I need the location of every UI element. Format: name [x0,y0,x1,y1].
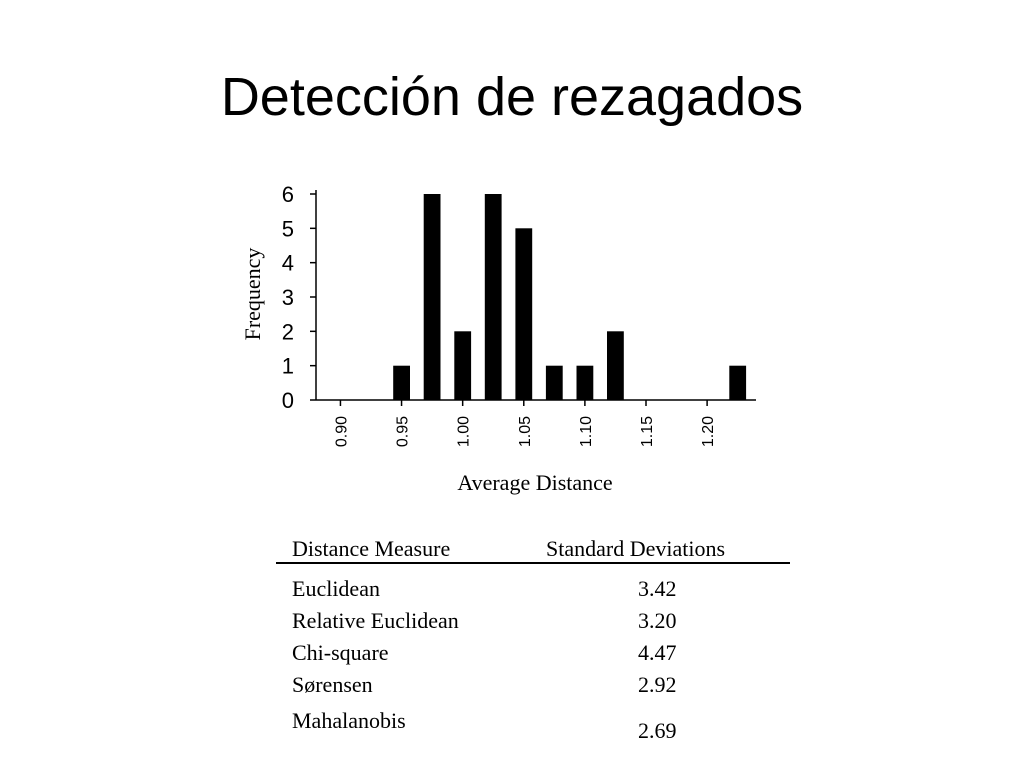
y-tick-label: 2 [282,319,294,344]
x-tick-label: 0.95 [395,416,412,447]
x-tick-label: 1.05 [517,416,534,447]
table-row: Euclidean 3.42 [276,576,790,608]
row-value: 2.69 [638,718,677,743]
histogram-bar [729,365,747,400]
row-value: 4.47 [638,640,677,665]
histogram-bar [607,331,624,400]
histogram-bar [515,228,533,400]
row-value: 3.20 [638,608,677,633]
y-tick-label: 1 [282,354,294,379]
x-ticks-group: 0.90 0.95 1.00 1.05 1.10 1.15 1.20 [333,400,717,447]
histogram-bar [393,365,410,400]
histogram-bar [576,365,594,400]
x-axis-label: Average Distance [457,470,612,495]
header-rule [276,562,790,564]
histogram-bar [545,365,563,400]
histogram-bar [484,194,502,400]
row-measure: Euclidean [292,576,380,601]
row-measure: Sørensen [292,672,373,697]
table-row: Mahalanobis 2.69 [276,708,790,743]
row-value: 2.92 [638,672,677,697]
slide-title: Detección de rezagados [220,67,804,127]
y-axis-label: Frequency [240,248,265,341]
row-measure: Chi-square [292,640,389,665]
row-measure: Relative Euclidean [292,608,459,633]
y-tick-label: 5 [282,216,294,241]
histogram-bar [423,194,441,400]
y-tick-label: 6 [282,182,294,207]
distance-table: Distance Measure Standard Deviations Euc… [276,532,790,752]
histogram-bar [454,331,472,400]
x-tick-label: 1.00 [456,416,473,447]
axes-group [315,190,756,401]
table-row: Sørensen 2.92 [276,672,790,704]
table-row: Relative Euclidean 3.20 [276,608,790,640]
y-tick-label: 3 [282,285,294,310]
y-ticks-group: 0 1 2 3 4 5 6 [282,182,316,413]
x-tick-label: 1.15 [639,416,656,447]
x-tick-label: 1.10 [578,416,595,447]
table-row: Chi-square 4.47 [276,640,790,672]
table-header: Distance Measure Standard Deviations [276,532,790,562]
row-measure: Mahalanobis [292,708,406,733]
header-standard-deviations: Standard Deviations [546,536,726,561]
y-tick-label: 0 [282,388,294,413]
x-tick-label: 0.90 [333,416,350,447]
header-distance-measure: Distance Measure [292,536,451,561]
bars-group [393,194,747,400]
row-value: 3.42 [638,576,677,601]
y-tick-label: 4 [282,251,294,276]
x-tick-label: 1.20 [700,416,717,447]
